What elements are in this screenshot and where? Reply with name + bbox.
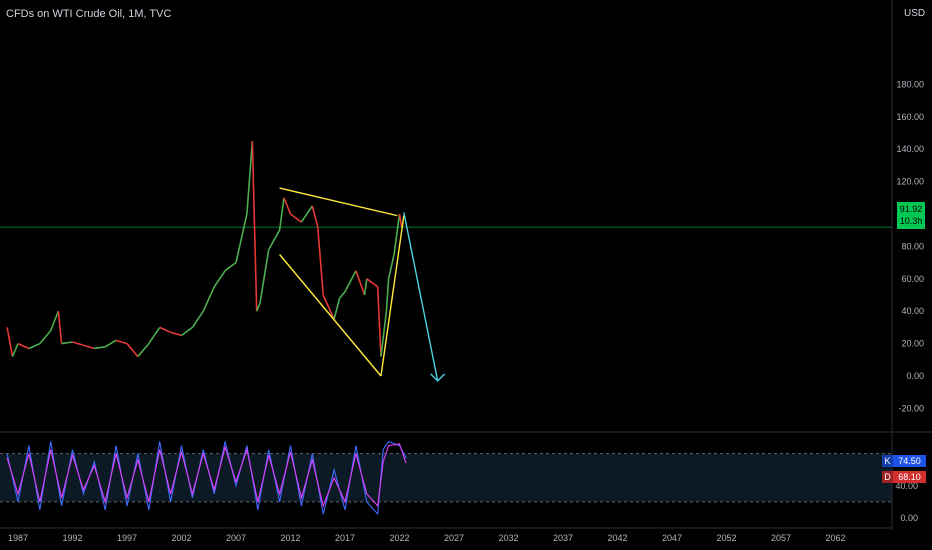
chart-title: CFDs on WTI Crude Oil, 1M, TVC bbox=[6, 8, 172, 20]
price-segment bbox=[398, 213, 403, 228]
x-tick-label: 2032 bbox=[498, 533, 518, 543]
stoch-k-label: K bbox=[882, 455, 893, 467]
price-segment bbox=[104, 339, 117, 348]
price-segment bbox=[311, 205, 319, 228]
price-segment bbox=[39, 330, 52, 345]
price-segment bbox=[355, 270, 366, 296]
price-segment bbox=[115, 339, 128, 345]
price-segment bbox=[259, 249, 270, 304]
projection-arrowhead bbox=[430, 373, 446, 382]
x-tick-label: 2002 bbox=[171, 533, 191, 543]
price-segment bbox=[380, 311, 388, 357]
x-tick-label: 2037 bbox=[553, 533, 573, 543]
price-segment bbox=[344, 270, 357, 293]
last-price-value: 91.92 bbox=[899, 204, 923, 214]
pattern-trendline bbox=[279, 254, 382, 377]
x-tick-label: 2012 bbox=[280, 533, 300, 543]
price-segment bbox=[137, 343, 150, 358]
price-segment bbox=[338, 291, 346, 299]
x-tick-label: 2042 bbox=[607, 533, 627, 543]
y-tick-label: 0.00 bbox=[906, 371, 924, 381]
x-tick-label: 2007 bbox=[226, 533, 246, 543]
price-segment bbox=[11, 343, 19, 357]
stoch-d-label: D bbox=[882, 471, 893, 483]
price-segment bbox=[17, 342, 30, 350]
price-segment bbox=[83, 344, 95, 350]
price-segment bbox=[148, 326, 161, 345]
y-tick-label: 140.00 bbox=[896, 144, 924, 154]
x-tick-label: 2047 bbox=[662, 533, 682, 543]
pattern-trendline bbox=[279, 187, 398, 217]
price-segment bbox=[322, 294, 335, 320]
price-segment bbox=[181, 326, 193, 337]
price-segment bbox=[251, 141, 258, 312]
price-segment bbox=[61, 341, 73, 345]
price-segment bbox=[6, 327, 14, 357]
y-tick-label: 80.00 bbox=[901, 241, 924, 251]
price-segment bbox=[49, 310, 60, 331]
price-segment bbox=[94, 346, 106, 350]
last-price-badge: 91.92 10.3h bbox=[897, 202, 925, 229]
price-segment bbox=[170, 331, 182, 337]
stoch-k-line bbox=[6, 440, 407, 516]
osc-y-tick-label: 40.00 bbox=[895, 481, 918, 491]
price-segment bbox=[191, 310, 204, 328]
y-tick-label: 180.00 bbox=[896, 79, 924, 89]
price-segment bbox=[376, 286, 382, 357]
price-segment bbox=[72, 341, 84, 346]
x-tick-label: 2052 bbox=[716, 533, 736, 543]
price-segment bbox=[363, 278, 368, 296]
y-tick-label: 120.00 bbox=[896, 177, 924, 187]
stoch-d-badge: D 68.10 bbox=[882, 471, 926, 483]
osc-y-tick-label: 0.00 bbox=[900, 513, 918, 523]
stoch-k-badge: K 74.50 bbox=[882, 455, 926, 467]
price-segment bbox=[28, 342, 41, 350]
price-segment bbox=[366, 278, 379, 288]
pattern-trendline bbox=[380, 215, 405, 377]
x-tick-label: 2057 bbox=[771, 533, 791, 543]
x-tick-label: 1992 bbox=[62, 533, 82, 543]
price-segment bbox=[387, 254, 395, 279]
y-tick-label: 40.00 bbox=[901, 306, 924, 316]
price-segment bbox=[213, 270, 226, 288]
stoch-d-line bbox=[6, 443, 407, 508]
projection-arrow-line bbox=[403, 212, 439, 381]
price-segment bbox=[333, 298, 341, 320]
price-segment bbox=[300, 205, 313, 223]
currency-label[interactable]: USD bbox=[904, 8, 926, 19]
price-segment bbox=[385, 278, 390, 312]
price-segment bbox=[278, 197, 285, 231]
price-segment bbox=[235, 213, 248, 263]
bar-countdown: 10.3h bbox=[899, 216, 923, 226]
price-segment bbox=[57, 311, 63, 344]
price-segment bbox=[393, 213, 401, 255]
x-tick-label: 1997 bbox=[117, 533, 137, 543]
price-segment bbox=[268, 229, 281, 251]
price-segment bbox=[126, 343, 139, 358]
price-segment bbox=[316, 226, 324, 296]
stoch-d-value: 68.10 bbox=[898, 472, 921, 482]
x-tick-label: 2022 bbox=[389, 533, 409, 543]
price-segment bbox=[290, 213, 302, 223]
y-tick-label: 60.00 bbox=[901, 274, 924, 284]
x-tick-label: 1987 bbox=[8, 533, 28, 543]
stoch-band-fill bbox=[0, 453, 892, 502]
y-tick-label: 160.00 bbox=[896, 112, 924, 122]
price-segment bbox=[283, 197, 292, 215]
x-tick-label: 2017 bbox=[335, 533, 355, 543]
stoch-k-value: 74.50 bbox=[898, 456, 921, 466]
y-tick-label: 20.00 bbox=[901, 339, 924, 349]
price-segment bbox=[159, 326, 171, 333]
y-tick-label: -20.00 bbox=[898, 403, 924, 413]
price-segment bbox=[224, 261, 237, 272]
price-segment bbox=[246, 141, 254, 215]
x-tick-label: 2027 bbox=[444, 533, 464, 543]
x-tick-label: 2062 bbox=[825, 533, 845, 543]
price-segment bbox=[255, 302, 261, 312]
price-segment bbox=[202, 286, 215, 312]
